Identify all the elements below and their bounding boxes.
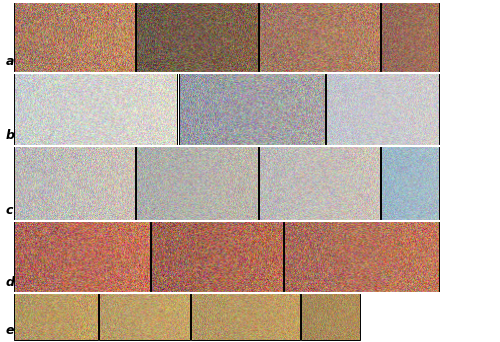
Bar: [14, 221, 150, 292]
Bar: [284, 221, 439, 292]
Bar: [301, 293, 360, 340]
Bar: [381, 146, 439, 221]
Text: b: b: [6, 129, 15, 142]
Bar: [14, 73, 177, 145]
Bar: [258, 146, 380, 221]
Bar: [258, 2, 380, 72]
Text: a: a: [6, 55, 14, 68]
Bar: [14, 146, 135, 221]
Bar: [136, 146, 258, 221]
Bar: [14, 293, 98, 340]
Text: d: d: [6, 276, 15, 289]
Text: e: e: [6, 324, 14, 337]
Bar: [191, 293, 300, 340]
Bar: [14, 2, 135, 72]
Bar: [381, 2, 439, 72]
Text: c: c: [6, 204, 14, 217]
Bar: [178, 73, 325, 145]
Bar: [326, 73, 439, 145]
Bar: [151, 221, 282, 292]
Bar: [98, 293, 190, 340]
Bar: [136, 2, 258, 72]
